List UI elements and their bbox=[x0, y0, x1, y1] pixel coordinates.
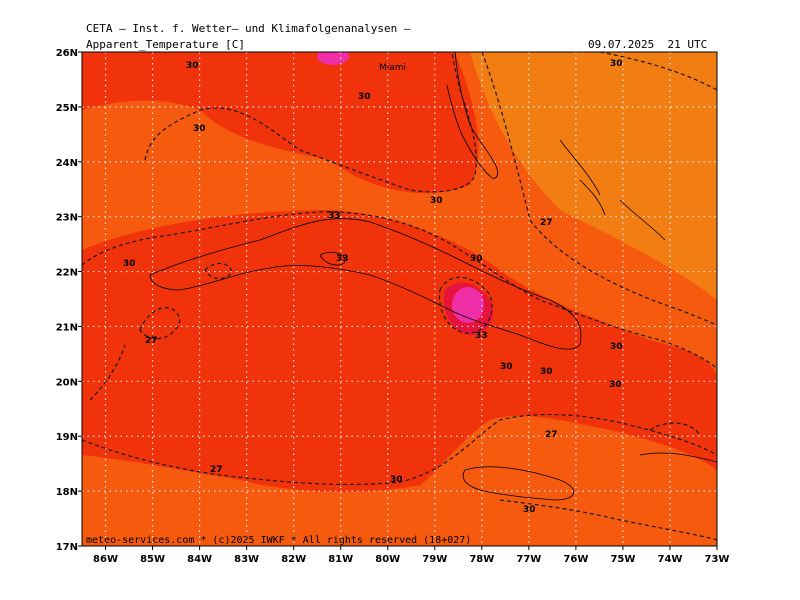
lon-tick-label: 74W bbox=[657, 554, 682, 565]
cuba-coast bbox=[149, 218, 582, 350]
institute-header: CETA — Inst. f. Wetter— und Klimafolgena… bbox=[86, 22, 411, 35]
contour-label: 30 bbox=[523, 505, 536, 515]
lon-tick-label: 80W bbox=[375, 554, 400, 565]
lat-tick-label: 19N bbox=[56, 432, 78, 443]
contour-label: 30 bbox=[610, 59, 623, 69]
lon-tick-labels: 86W 85W 84W 83W 82W 81W 80W 79W 78W 77W 76W 75W 74W 7… bbox=[93, 546, 729, 565]
bahamas-coast bbox=[559, 139, 666, 241]
lat-tick-label: 21N bbox=[56, 322, 78, 333]
isla-juventud-coast bbox=[319, 251, 346, 266]
lon-tick-label: 76W bbox=[563, 554, 588, 565]
contour-label: 30 bbox=[390, 475, 403, 485]
coastlines bbox=[149, 52, 717, 501]
contour-label: 27 bbox=[210, 465, 223, 475]
lon-tick-label: 73W bbox=[705, 554, 730, 565]
hispaniola-coast bbox=[639, 452, 717, 463]
jamaica-coast bbox=[462, 466, 575, 501]
contour-label: 30 bbox=[123, 259, 136, 269]
lat-tick-label: 26N bbox=[56, 48, 78, 59]
lat-tick-label: 23N bbox=[56, 213, 78, 224]
lon-tick-label: 78W bbox=[469, 554, 494, 565]
contour-label: 30 bbox=[430, 196, 443, 206]
contour-label: 27 bbox=[540, 218, 553, 228]
contour-label-layer: 30 30 30 33 30 33 30 30 27 30 33 30 30 30 27 30 27 27 30 30 bbox=[123, 59, 623, 515]
lat-tick-label: 17N bbox=[56, 542, 78, 553]
contour-label: 30 bbox=[470, 254, 483, 264]
lon-tick-label: 84W bbox=[187, 554, 212, 565]
contour-label: 27 bbox=[145, 336, 158, 346]
lat-tick-label: 24N bbox=[56, 158, 78, 169]
contour-label: 30 bbox=[609, 380, 622, 390]
field-36-north bbox=[317, 52, 349, 65]
contour-label: 30 bbox=[358, 92, 371, 102]
lat-tick-labels: 26N 25N 24N 23N 22N 21N 20N 19N 18N 17N bbox=[56, 48, 82, 553]
lon-tick-label: 79W bbox=[422, 554, 447, 565]
contour-label: 33 bbox=[328, 211, 341, 221]
lon-tick-label: 81W bbox=[328, 554, 353, 565]
contour-label: 30 bbox=[193, 124, 206, 134]
lat-tick-label: 18N bbox=[56, 487, 78, 498]
footer-copyright: meteo-services.com * (c)2025 IWKF * All … bbox=[86, 535, 471, 546]
contour-label: 27 bbox=[545, 430, 558, 440]
lon-tick-label: 83W bbox=[234, 554, 259, 565]
datetime-label: 09.07.2025 21 UTC bbox=[588, 38, 708, 51]
contour-label: 33 bbox=[475, 331, 488, 341]
field-30-main bbox=[82, 210, 717, 492]
contour-label: 30 bbox=[540, 367, 553, 377]
lat-tick-label: 25N bbox=[56, 103, 78, 114]
map-border bbox=[81, 51, 718, 547]
lon-tick-label: 82W bbox=[281, 554, 306, 565]
lat-tick-label: 22N bbox=[56, 268, 78, 279]
parameter-label: Apparent_Temperature [C] bbox=[86, 38, 245, 51]
lon-tick-label: 75W bbox=[610, 554, 635, 565]
city-label-miami: Miami bbox=[379, 63, 406, 73]
field-36-core bbox=[452, 287, 484, 323]
lon-tick-label: 86W bbox=[93, 554, 118, 565]
contour-label: 30 bbox=[500, 362, 513, 372]
contour-label: 30 bbox=[610, 342, 623, 352]
contour-label: 30 bbox=[186, 61, 199, 71]
field-28-south-band bbox=[560, 470, 717, 546]
lat-tick-label: 20N bbox=[56, 377, 78, 388]
field-30-north bbox=[82, 52, 479, 194]
contour-label: 33 bbox=[336, 254, 349, 264]
temperature-fields bbox=[82, 52, 717, 546]
florida-coast bbox=[446, 52, 498, 179]
lon-tick-label: 77W bbox=[516, 554, 541, 565]
grid-lines bbox=[82, 52, 717, 546]
lon-tick-label: 85W bbox=[140, 554, 165, 565]
contour-lines bbox=[82, 52, 717, 541]
